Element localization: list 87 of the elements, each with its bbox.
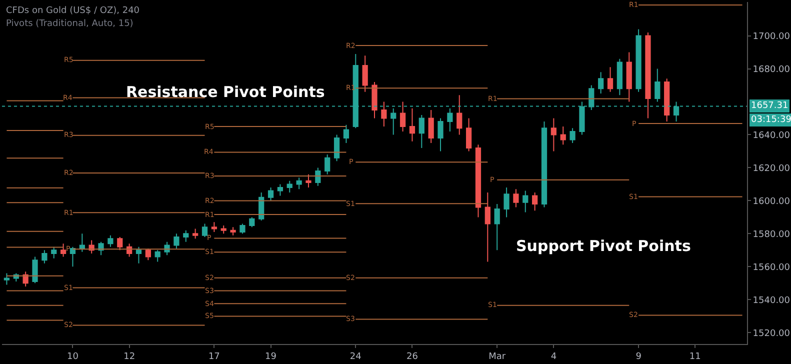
candlestick: [70, 246, 76, 268]
candlestick: [607, 66, 614, 92]
candlestick: [504, 187, 510, 218]
y-tick-label: 1600.00: [752, 196, 790, 207]
candlestick: [343, 124, 350, 144]
x-tick-label: 11: [689, 352, 701, 362]
candlestick: [174, 233, 180, 250]
candlestick: [570, 128, 576, 144]
x-tick-label: 24: [350, 352, 362, 362]
x-tick-label: 19: [265, 352, 277, 362]
candlestick: [202, 223, 208, 238]
candlestick: [372, 81, 378, 119]
candlestick: [409, 108, 416, 142]
candlestick: [400, 101, 406, 132]
candlestick: [522, 190, 528, 213]
ref-line-label: 1657.31: [751, 101, 788, 111]
candlestick: [60, 243, 66, 258]
candlestick: [390, 108, 396, 136]
candlestick: [315, 167, 321, 186]
y-tick-label: 1580.00: [752, 230, 790, 240]
text: CFDs on Gold (US$ / OZ), 240: [6, 6, 140, 16]
candlestick: [192, 228, 198, 240]
candlestick: [42, 250, 48, 264]
x-tick-label: 4: [550, 352, 557, 362]
candlestick: [4, 272, 10, 286]
candlestick: [484, 192, 490, 262]
annotation: Resistance Pivot Points: [126, 83, 325, 101]
y-tick-label: 1620.00: [752, 164, 790, 174]
candlestick: [211, 222, 217, 233]
candlestick: [550, 118, 556, 152]
candlestick: [183, 230, 189, 242]
candlestick: [108, 234, 114, 248]
candlestick: [626, 52, 632, 102]
y-tick-label: 1680.00: [752, 64, 790, 75]
candlestick: [664, 78, 670, 122]
candlestick: [334, 134, 340, 162]
x-tick-label: 10: [67, 352, 79, 362]
candlestick: [286, 180, 292, 193]
candlestick: [475, 144, 482, 218]
candlestick: [230, 226, 236, 236]
candlestick: [532, 192, 538, 212]
y-tick-label: 1520.00: [752, 328, 790, 339]
annotation: Support Pivot Points: [516, 237, 691, 255]
text: 03:15:39: [751, 115, 791, 125]
candlestick: [306, 174, 312, 188]
candlestick: [560, 126, 566, 146]
candlestick: [362, 55, 368, 92]
candlestick: [447, 108, 453, 132]
candlestick: [249, 216, 255, 228]
candlestick: [240, 223, 246, 234]
candlestick: [220, 224, 226, 234]
x-tick-label: 17: [208, 352, 220, 362]
y-tick-label: 1540.00: [752, 296, 790, 306]
candlestick: [117, 236, 123, 251]
candlestick: [494, 204, 500, 251]
candlestick: [258, 192, 264, 221]
candlestick: [51, 246, 57, 259]
candlestick: [32, 256, 38, 284]
candlestick: [136, 246, 142, 264]
x-tick-label: Mar: [488, 352, 506, 362]
y-tick-label: 1560.00: [752, 262, 790, 273]
candlestick: [654, 68, 660, 102]
candlestick: [79, 233, 85, 252]
candlestick: [296, 177, 302, 190]
candlestick: [324, 154, 330, 175]
candlestick: [418, 114, 424, 148]
candlestick: [277, 184, 284, 196]
x-tick-label: 12: [124, 352, 136, 362]
x-tick-label: 9: [636, 352, 642, 362]
text: Pivots (Traditional, Auto, 15): [6, 19, 134, 29]
candlestick: [438, 118, 444, 152]
candlestick: [456, 94, 462, 136]
x-tick-label: 26: [406, 352, 418, 362]
candlestick: [145, 248, 151, 261]
candlestick: [645, 32, 651, 119]
candlestick: [541, 121, 548, 208]
candlestick: [616, 58, 622, 96]
candlestick: [513, 188, 519, 208]
candlestick: [428, 110, 434, 144]
y-tick-label: 1640.00: [752, 130, 790, 141]
candlestick: [154, 250, 160, 262]
candlestick: [636, 28, 642, 92]
candlestick: [381, 101, 387, 127]
candlestick: [598, 72, 604, 94]
candlestick: [268, 187, 274, 202]
y-tick-label: 1700.00: [752, 32, 790, 42]
candlestick: [466, 118, 472, 152]
